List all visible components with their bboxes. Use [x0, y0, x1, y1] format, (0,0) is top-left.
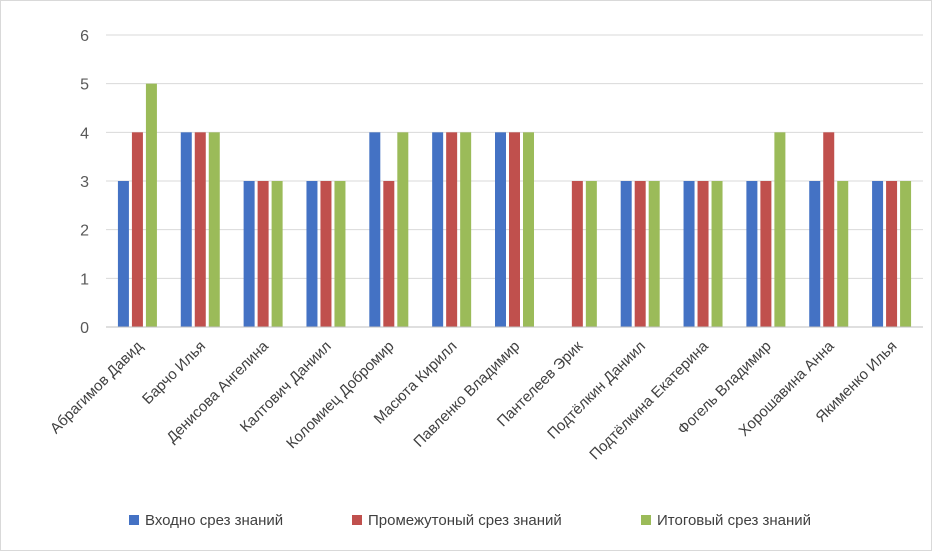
y-tick-label: 1: [80, 271, 89, 288]
bar: [243, 181, 255, 327]
y-tick-label: 0: [80, 320, 89, 337]
bar: [460, 132, 472, 327]
bar: [117, 181, 129, 327]
bar: [746, 181, 758, 327]
y-tick-label: 2: [80, 223, 89, 240]
y-axis-ticks: 0 1 2 3 4 5 6: [80, 28, 89, 337]
bar: [585, 181, 597, 327]
bar: [523, 132, 534, 327]
y-tick-label: 5: [80, 77, 89, 94]
legend-swatch: [641, 515, 651, 525]
bar: [320, 181, 332, 327]
bar: [886, 181, 898, 327]
bar: [634, 181, 646, 327]
y-tick-label: 6: [80, 28, 89, 45]
bar: [446, 132, 458, 327]
bar: [837, 181, 849, 327]
bar: [823, 132, 835, 327]
bar: [397, 132, 409, 327]
bar: [620, 181, 632, 327]
legend-label: Итоговый срез знаний: [657, 512, 811, 529]
bar: [208, 132, 220, 327]
bar: [145, 83, 157, 328]
bar: [334, 181, 346, 327]
bar: [257, 181, 269, 327]
legend-label: Промежутоный срез знаний: [368, 512, 562, 529]
y-tick-label: 3: [80, 174, 89, 191]
bar: [697, 181, 709, 327]
bar: [432, 132, 444, 327]
category-label: Павленко Владимир: [410, 338, 523, 451]
bar: [900, 181, 912, 327]
legend-swatch: [352, 515, 362, 525]
category-label: Коломиец Добромир: [283, 338, 397, 452]
bar: [509, 132, 520, 327]
bar: [571, 181, 583, 327]
bar: [383, 181, 395, 327]
legend: Входно срез знаний Промежутоный срез знан…: [129, 512, 811, 529]
bar: [872, 181, 884, 327]
bar: [495, 132, 506, 327]
category-label: Абрагимов Давид: [47, 338, 147, 438]
bars: [117, 83, 912, 328]
bar: [131, 132, 143, 327]
bar: [774, 132, 786, 327]
bar: [683, 181, 695, 327]
bar: [648, 181, 660, 327]
bar: [809, 181, 821, 327]
bar: [306, 181, 318, 327]
bar: [711, 181, 723, 327]
bar: [271, 181, 283, 327]
category-label: Денисова Ангелина: [163, 337, 272, 446]
category-label: Подтёлкина Екатерина: [586, 337, 712, 463]
bar: [180, 132, 192, 327]
bar: [760, 181, 772, 327]
y-tick-label: 4: [80, 125, 89, 142]
category-label: Барчо Илья: [139, 338, 209, 408]
legend-swatch: [129, 515, 139, 525]
bar: [369, 132, 381, 327]
legend-label: Входно срез знаний: [145, 512, 283, 529]
bar: [194, 132, 206, 327]
